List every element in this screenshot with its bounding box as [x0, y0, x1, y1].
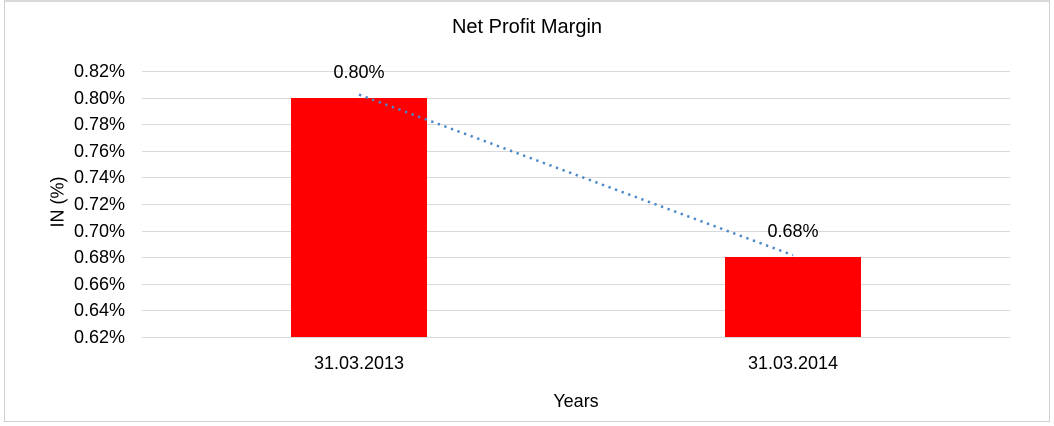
gridline	[142, 71, 1010, 72]
y-tick-label: 0.66%	[73, 274, 125, 294]
y-tick-label: 0.62%	[73, 327, 125, 347]
chart-border	[4, 0, 1050, 422]
y-tick-label: 0.68%	[73, 247, 125, 267]
bar-value-label: 0.68%	[767, 221, 819, 241]
y-tick-label: 0.78%	[73, 114, 125, 134]
gridline	[142, 124, 1010, 125]
chart-title: Net Profit Margin	[451, 16, 603, 38]
x-category-label: 31.03.2013	[313, 353, 405, 373]
bar	[725, 257, 861, 337]
y-tick-label: 0.76%	[73, 141, 125, 161]
gridline	[142, 310, 1010, 311]
y-tick-label: 0.72%	[73, 194, 125, 214]
gridline	[142, 204, 1010, 205]
gridline	[142, 284, 1010, 285]
gridline	[142, 177, 1010, 178]
y-tick-label: 0.82%	[73, 61, 125, 81]
bar-value-label: 0.80%	[333, 62, 385, 82]
gridline	[142, 337, 1010, 338]
y-tick-label: 0.80%	[73, 88, 125, 108]
bar	[291, 98, 427, 337]
gridline	[142, 257, 1010, 258]
x-axis-title: Years	[553, 391, 599, 411]
gridline	[142, 151, 1010, 152]
y-tick-label: 0.74%	[73, 167, 125, 187]
gridline	[142, 98, 1010, 99]
y-tick-label: 0.70%	[73, 221, 125, 241]
y-tick-label: 0.64%	[73, 300, 125, 320]
x-category-label: 31.03.2014	[747, 353, 839, 373]
gridline	[142, 231, 1010, 232]
